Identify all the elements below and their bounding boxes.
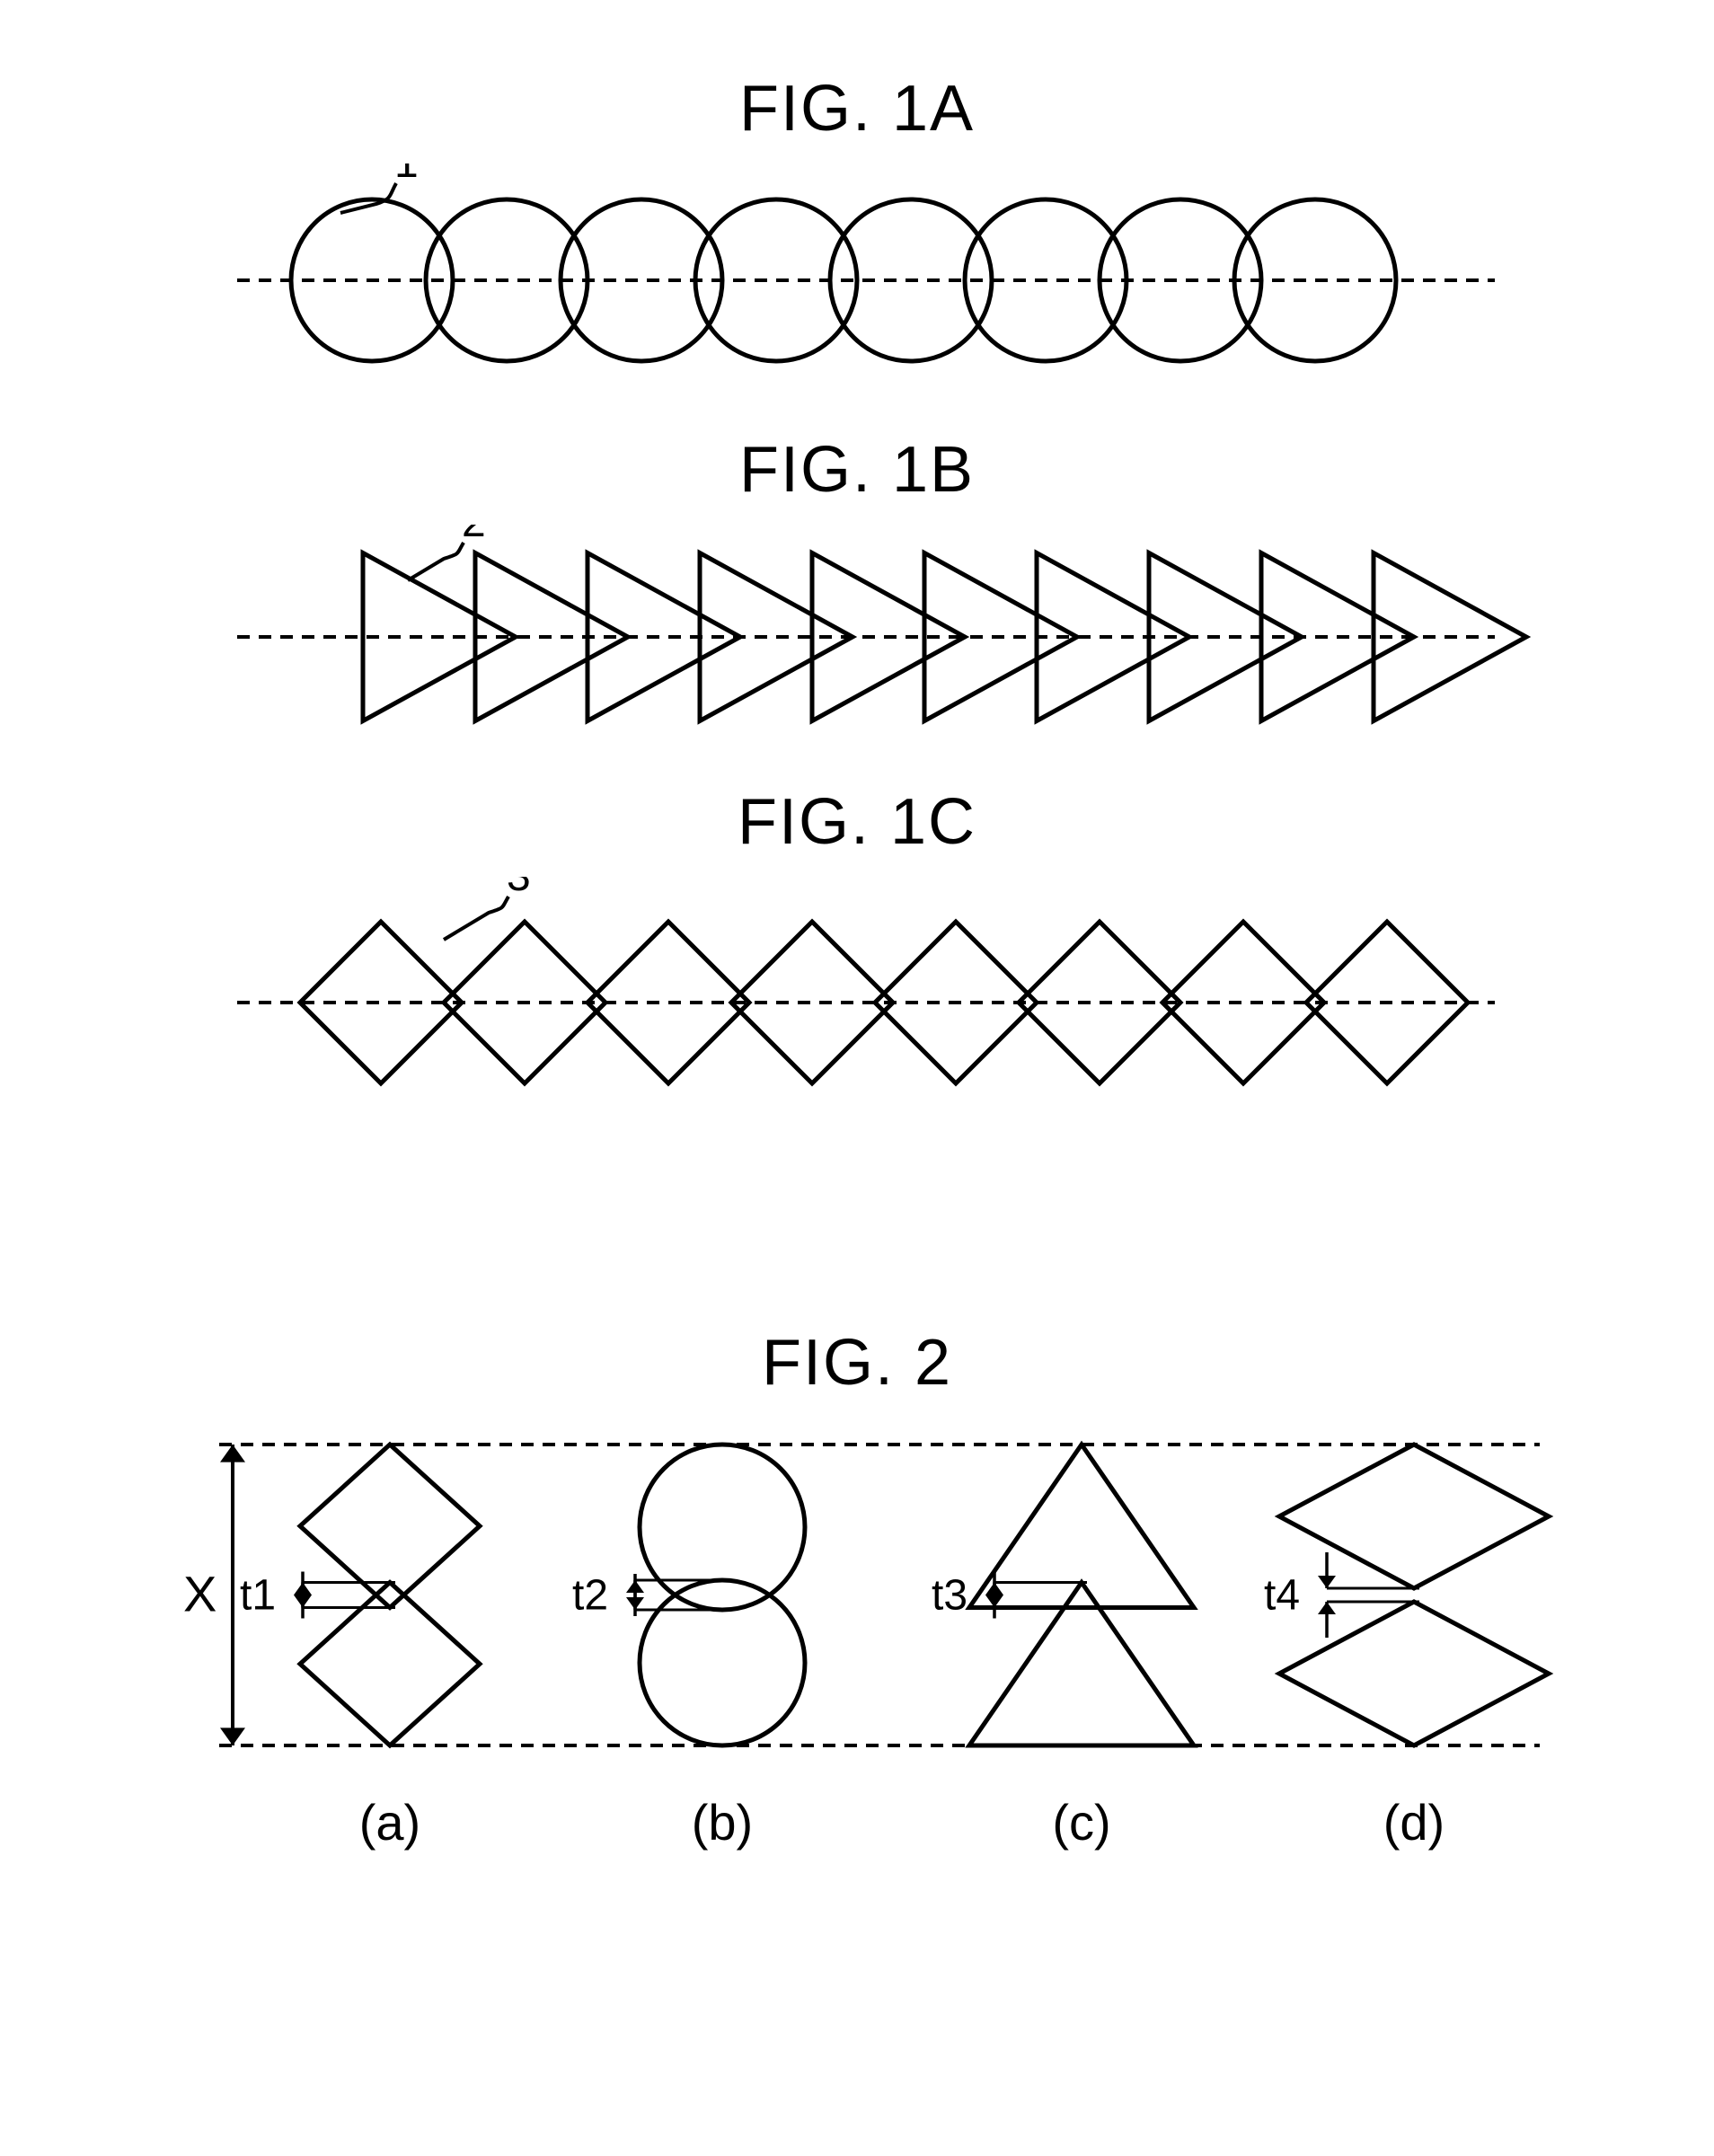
svg-text:t1: t1	[240, 1572, 276, 1620]
svg-text:X: X	[183, 1566, 216, 1622]
svg-text:t2: t2	[572, 1572, 608, 1620]
fig1a-title: FIG. 1A	[739, 72, 975, 146]
svg-text:(b): (b)	[692, 1794, 753, 1851]
fig1c-diagram: 3	[183, 877, 1531, 1128]
svg-text:3: 3	[507, 877, 531, 900]
svg-text:(c): (c)	[1052, 1794, 1110, 1851]
svg-text:(d): (d)	[1383, 1794, 1445, 1851]
fig1c-title: FIG. 1C	[738, 785, 976, 859]
svg-text:1: 1	[394, 163, 419, 187]
svg-text:t3: t3	[932, 1572, 967, 1620]
fig1b-title: FIG. 1B	[739, 433, 975, 507]
svg-text:t4: t4	[1264, 1572, 1300, 1620]
page: FIG. 1A 1 FIG. 1B 2 FIG. 1C 3 FIG. 2 Xt1…	[0, 0, 1714, 1975]
svg-text:2: 2	[462, 525, 486, 546]
fig1a-diagram: 1	[183, 163, 1531, 397]
svg-text:(a): (a)	[359, 1794, 420, 1851]
fig1b-diagram: 2	[183, 525, 1531, 749]
fig2-diagram: Xt1 (a) t2 (b) t3 (c) t4 (d)	[156, 1418, 1558, 1867]
fig2-title: FIG. 2	[762, 1326, 952, 1400]
